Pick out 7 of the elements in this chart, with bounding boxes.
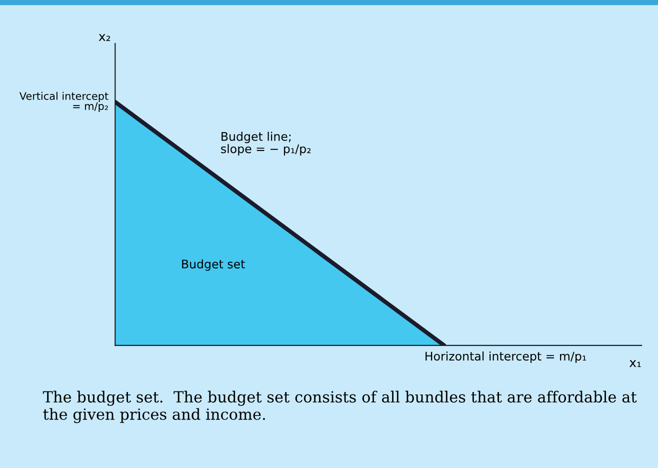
text: Vertical intercept = m/p₂ bbox=[19, 92, 108, 112]
text: Horizontal intercept = m/p₁ bbox=[426, 351, 586, 363]
text: The budget set. The budget set consists of all bundles that are affordable at the given prices and income. bbox=[42, 390, 637, 424]
annotation: Budget set bbox=[182, 259, 245, 271]
annotation: Budget line; slope = − p₁/p₂ bbox=[221, 132, 311, 156]
y-axis-title: x₂ bbox=[98, 34, 110, 41]
x-axis-title: x₁ bbox=[630, 360, 641, 368]
